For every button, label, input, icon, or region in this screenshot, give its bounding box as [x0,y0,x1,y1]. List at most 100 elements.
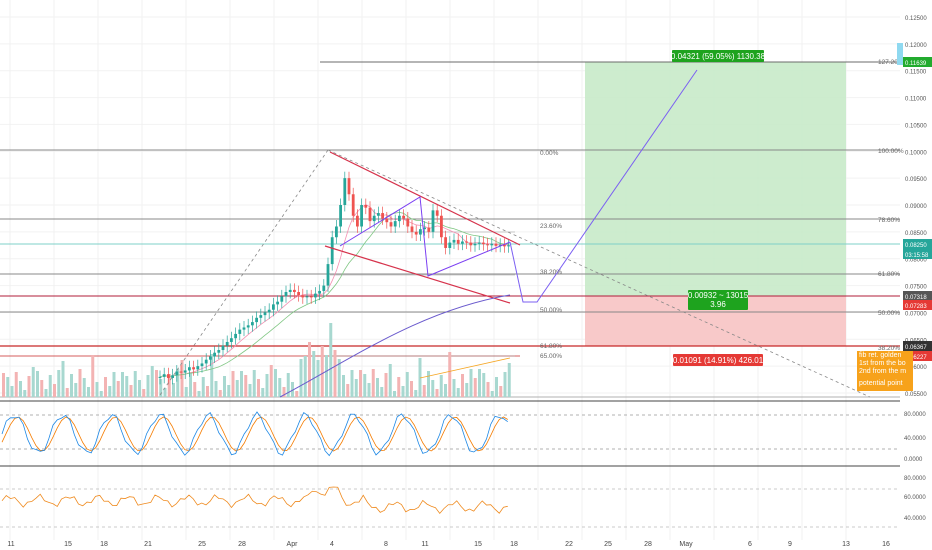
volume-bar [240,371,243,397]
volume-bar [155,370,158,397]
volume-bar [503,372,507,397]
volume-bar [87,387,90,397]
x-tick-label: 28 [238,541,246,548]
volume-bar [78,369,82,397]
x-tick-label: 25 [604,541,612,548]
candle-body [267,309,271,313]
volume-bar [469,369,473,397]
candle-body [263,312,267,316]
stoch-k-line [1,411,508,457]
volume-bar [57,370,61,397]
y-tick-label: 0.12000 [905,43,927,49]
volume-bar [452,379,456,397]
fib-right-label: 78.60% [878,217,900,224]
volume-bar [159,379,163,397]
candle-body [469,242,473,246]
wedge-bottom [324,245,511,304]
price-tag-label: 03:15:58 [905,253,929,259]
fib-left-label: 50.00% [540,307,562,314]
candle-body [482,242,485,245]
volume-bar [210,354,214,397]
candle-body [183,370,187,373]
volume-bar [478,369,481,397]
candle-body [410,226,414,232]
candle-body [314,293,317,298]
volume-bar [465,383,469,397]
fib-right-labels: 127.20% 100.00% 78.60% 61.80% 50.00% 38.20% [878,59,904,352]
wedge-top [329,151,521,246]
volume-bar [448,352,452,397]
volume-bar [108,386,112,397]
volume-bar [104,377,107,397]
volume-bar [333,350,337,397]
candle-body [381,213,384,219]
volume-bar [507,363,511,397]
axis-handle[interactable] [897,43,903,65]
volume-bar [278,378,282,397]
price-tag-box [903,341,932,351]
y-tick-label: 0.10500 [905,123,927,129]
candle-body [280,296,284,302]
volume-bar [444,384,447,397]
x-tick-label: 21 [144,541,152,548]
volume-bar [180,360,184,397]
volume-bar [82,378,86,397]
candle-body [335,226,338,238]
indicator-axis: 80.0000 40.0000 0.0000 80.0000 60.0000 40.000… [904,412,926,522]
volume-bar [223,376,226,397]
volume-bar [231,371,235,397]
volume-bar [40,380,44,397]
stop-label-box [673,354,763,366]
volume-bar [214,381,218,397]
candle-body [343,178,347,205]
candle-body [242,327,246,330]
y-tick-label: 0.08000 [905,258,927,264]
volume-bar [431,380,435,397]
volume-bar [172,383,175,397]
volume-bar [490,391,494,397]
ma-long [159,212,509,378]
candle-body [204,359,208,364]
volume-bar [65,388,69,397]
triangle-pattern [339,196,511,277]
volume-bar [95,382,99,397]
volume-bar [163,388,167,397]
y-tick-label: 0.06000 [905,365,927,371]
candle-body [368,207,372,222]
x-tick-label: 11 [421,541,428,548]
fib-left-label: 0.00% [540,150,559,157]
entry-label-1: 0.00932 ~ 13015 [688,291,749,300]
candle-body [360,205,363,227]
candle-body [318,290,321,294]
volume-bar [150,366,154,397]
x-tick-label: Apr [287,541,299,548]
volume-bar [235,380,239,397]
candle-body [162,374,166,377]
volume-bar [112,372,116,397]
fib-right-label: 61.80% [878,271,900,278]
candle-body [385,218,389,223]
y-tick-label: 0.12500 [905,16,927,22]
candle-body [364,205,368,208]
volume-bar [393,391,396,397]
y-tick-label: 0.09000 [905,204,927,210]
volume-bar [53,384,56,397]
volume-bar [354,379,358,397]
volume-bar [206,386,209,397]
price-tag-box [903,300,932,310]
y-tick-label: 0.05500 [905,392,927,398]
volume-bar [350,370,354,397]
fib-right-label: 50.00% [878,310,900,317]
candle-body [503,244,506,247]
candle-body [461,241,464,244]
candle-body [339,205,342,227]
note-line-1: fib ret. golden [859,352,902,359]
note-line-3: 2nd from the m [859,368,907,375]
fib-left-label: 65.00% [540,353,562,360]
candle-body [465,241,468,243]
candle-body [188,367,191,371]
volume-bar [167,374,171,397]
volume-bar [197,391,201,397]
candle-body [221,345,225,351]
